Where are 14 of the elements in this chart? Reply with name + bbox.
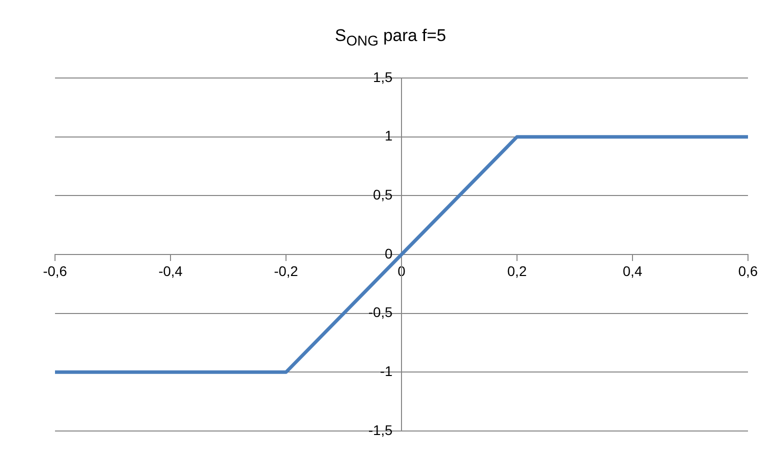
y-tick-label: -1,5: [368, 422, 393, 438]
y-tick-label: 1,5: [373, 68, 393, 85]
y-tick-label: 0,5: [373, 186, 393, 203]
y-tick-label: 0: [384, 245, 393, 262]
y-tick-label: -1: [380, 363, 393, 380]
x-tick-label: 0,4: [622, 262, 642, 279]
x-tick-label: -0,4: [158, 262, 183, 279]
y-tick-label: -0,5: [368, 304, 393, 320]
chart-title: S$_{ONG}$ para f=5: [334, 26, 448, 50]
x-tick-label: -0,6: [42, 262, 68, 279]
x-tick-label: 0,2: [507, 262, 527, 279]
x-tick-label: -0,2: [274, 262, 298, 279]
x-tick-label: 0,6: [738, 262, 758, 279]
y-tick-label: 1: [384, 128, 393, 144]
